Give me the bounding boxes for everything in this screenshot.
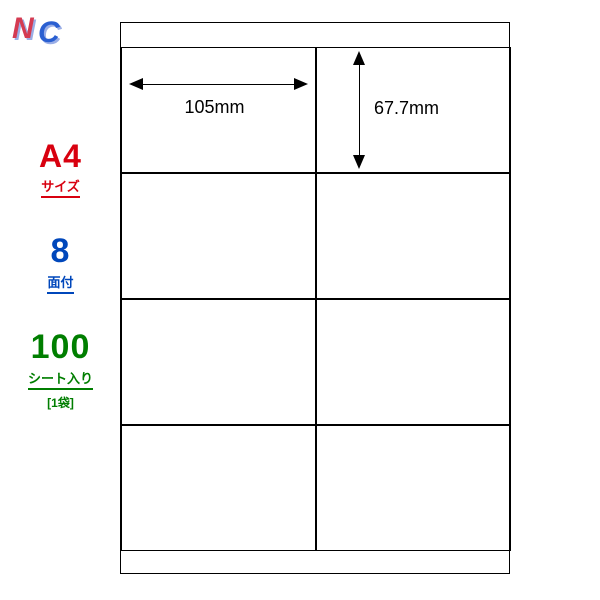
label-cell	[316, 425, 511, 551]
brand-logo: N N C C	[10, 10, 70, 50]
arrow-left-icon	[129, 78, 143, 90]
dimension-height-arrow	[352, 51, 366, 169]
nc-logo-icon: N N C C	[10, 10, 70, 50]
arrow-up-icon	[353, 51, 365, 65]
logo-c: C	[38, 16, 61, 49]
label-cell	[316, 299, 511, 425]
spec-sheets-sub: シート入り	[28, 368, 93, 390]
logo-n: N	[12, 12, 35, 45]
label-cell	[316, 173, 511, 299]
spec-size: A4 サイズ	[18, 140, 103, 198]
spec-faces-value: 8	[18, 234, 103, 268]
spec-faces: 8 面付	[18, 234, 103, 294]
spec-sidebar: A4 サイズ 8 面付 100 シート入り [1袋]	[18, 140, 103, 447]
spec-size-sub: サイズ	[41, 176, 80, 198]
label-cell	[121, 425, 316, 551]
label-cell	[121, 299, 316, 425]
spec-size-value: A4	[18, 140, 103, 172]
spec-sheets: 100 シート入り [1袋]	[18, 330, 103, 411]
label-cell	[121, 173, 316, 299]
dimension-height-label: 67.7mm	[374, 98, 439, 119]
label-sheet-diagram: 105mm 67.7mm	[120, 22, 510, 574]
dimension-width-label: 105mm	[185, 97, 245, 118]
spec-sheets-bracket: [1袋]	[18, 394, 103, 411]
arrow-down-icon	[353, 155, 365, 169]
spec-sheets-value: 100	[18, 330, 103, 364]
dimension-width-arrow	[129, 77, 308, 91]
arrow-right-icon	[294, 78, 308, 90]
spec-faces-sub: 面付	[47, 272, 73, 294]
